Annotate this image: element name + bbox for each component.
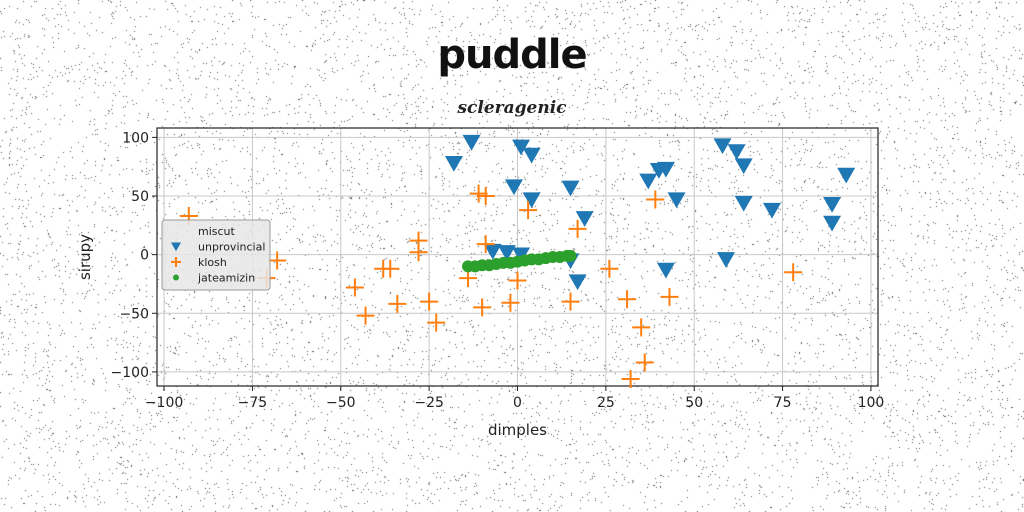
point-klosh (268, 251, 287, 270)
legend-label-miscut: miscut (198, 225, 236, 238)
x-tick-label: 50 (685, 395, 703, 411)
point-unprovincial (512, 247, 531, 264)
point-unprovincial (504, 179, 523, 196)
point-klosh (501, 293, 520, 312)
point-unprovincial (561, 180, 580, 197)
chart-subtitle: scleragenic (457, 98, 567, 118)
point-unprovincial (639, 173, 658, 190)
y-tick-label: 0 (140, 248, 149, 264)
point-unprovincial (656, 262, 675, 279)
point-unprovincial (575, 211, 594, 227)
point-unprovincial (667, 192, 686, 209)
x-tick-label: −100 (145, 395, 183, 411)
point-klosh (476, 187, 495, 206)
point-unprovincial (762, 202, 781, 219)
x-axis-label: dimples (488, 421, 547, 439)
point-unprovincial (462, 134, 481, 151)
point-unprovincial (568, 274, 587, 291)
point-unprovincial (483, 243, 502, 260)
point-klosh (473, 298, 492, 317)
y-tick-label: 100 (122, 130, 149, 146)
point-unprovincial (717, 252, 736, 268)
point-klosh (388, 294, 407, 313)
x-tick-label: −75 (238, 395, 268, 411)
x-tick-label: −50 (326, 395, 356, 411)
x-axis-ticks: −100 −75 −50 −25 0 25 50 75 100 (145, 386, 884, 411)
point-unprovincial (823, 197, 842, 213)
point-unprovincial (497, 245, 516, 261)
point-unprovincial (837, 167, 856, 184)
series-unprovincial (444, 134, 856, 291)
x-tick-label: 25 (597, 395, 615, 411)
point-unprovincial (512, 139, 531, 156)
point-klosh (784, 263, 803, 282)
data-marks (179, 134, 856, 388)
point-unprovincial (656, 161, 675, 178)
y-axis-label: sirupy (76, 234, 94, 280)
point-klosh (618, 290, 637, 309)
x-tick-label: 75 (774, 395, 792, 411)
point-unprovincial (734, 158, 753, 175)
point-klosh (381, 259, 400, 278)
point-unprovincial (727, 144, 746, 161)
point-unprovincial (522, 192, 541, 209)
point-klosh (635, 353, 654, 372)
point-klosh (345, 278, 364, 297)
series-klosh (179, 184, 803, 388)
legend-box (161, 219, 271, 291)
series-jateamizin (462, 249, 577, 273)
point-jateamizin (564, 249, 577, 262)
y-tick-label: −50 (119, 306, 149, 322)
point-unprovincial (734, 195, 753, 212)
point-unprovincial (713, 138, 732, 155)
point-klosh (356, 306, 375, 325)
legend-label-unprovincial: unprovincial (198, 241, 265, 254)
point-klosh (660, 287, 679, 306)
point-klosh (427, 313, 446, 332)
point-klosh (508, 271, 527, 290)
legend-label-klosh: klosh (198, 256, 227, 269)
point-klosh (561, 292, 580, 311)
point-klosh (476, 235, 495, 254)
legend: miscut unprovincial klosh jateamizin (161, 219, 271, 291)
point-klosh (600, 259, 619, 278)
point-klosh (621, 369, 640, 388)
point-klosh (568, 219, 587, 238)
point-klosh (646, 190, 665, 209)
y-tick-label: −100 (111, 365, 149, 381)
point-unprovincial (522, 147, 541, 164)
y-tick-label: 50 (131, 189, 149, 205)
grid-lines (157, 128, 878, 386)
point-klosh (420, 292, 439, 311)
x-tick-label: 100 (858, 395, 885, 411)
x-tick-label: −25 (414, 395, 444, 411)
point-unprovincial (823, 215, 842, 232)
legend-marker-klosh (171, 257, 181, 267)
chart-title: puddle (437, 32, 587, 78)
point-klosh (632, 318, 651, 337)
x-tick-label: 0 (513, 395, 522, 411)
point-klosh (469, 184, 488, 203)
point-unprovincial (444, 155, 463, 172)
point-klosh (519, 201, 538, 220)
legend-label-jateamizin: jateamizin (197, 272, 255, 285)
y-axis-ticks: −100 −50 0 50 100 (111, 130, 157, 381)
point-klosh (409, 243, 428, 262)
legend-marker-jateamizin (173, 274, 179, 281)
legend-marker-unprovincial (171, 242, 181, 252)
